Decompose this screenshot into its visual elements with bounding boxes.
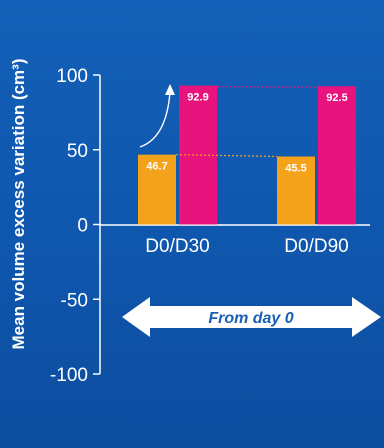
increase-arrow-head-icon xyxy=(165,84,175,95)
y-tick-label: 0 xyxy=(77,216,88,237)
bar-d0-d90-series-1 xyxy=(277,156,315,225)
timespan-arrow: From day 0 xyxy=(122,297,381,337)
pink-trend-connector xyxy=(216,86,319,88)
bar-value-label: 45.5 xyxy=(285,162,306,174)
orange-trend-connector xyxy=(175,154,278,158)
increase-arrow-curve xyxy=(139,91,171,148)
y-tick-label: -100 xyxy=(50,365,88,386)
y-tick-label: -50 xyxy=(61,290,88,311)
x-tick-label: D0/D90 xyxy=(284,236,348,257)
bar-value-label: 46.7 xyxy=(146,161,167,173)
bar-value-label: 92.9 xyxy=(187,92,208,104)
y-tick-label: 100 xyxy=(56,66,88,87)
x-tick-label: D0/D30 xyxy=(145,236,209,257)
y-tick-label: 50 xyxy=(67,141,88,162)
bar-d0-d30-series-1 xyxy=(138,154,176,225)
arrow-annotation-label: From day 0 xyxy=(208,310,293,327)
bar-value-label: 92.5 xyxy=(326,92,347,104)
double-arrow-shape xyxy=(122,297,381,337)
y-axis-title: Mean volume excess variation (cm³) xyxy=(9,58,28,349)
bar-d0-d90-series-2 xyxy=(318,86,356,225)
